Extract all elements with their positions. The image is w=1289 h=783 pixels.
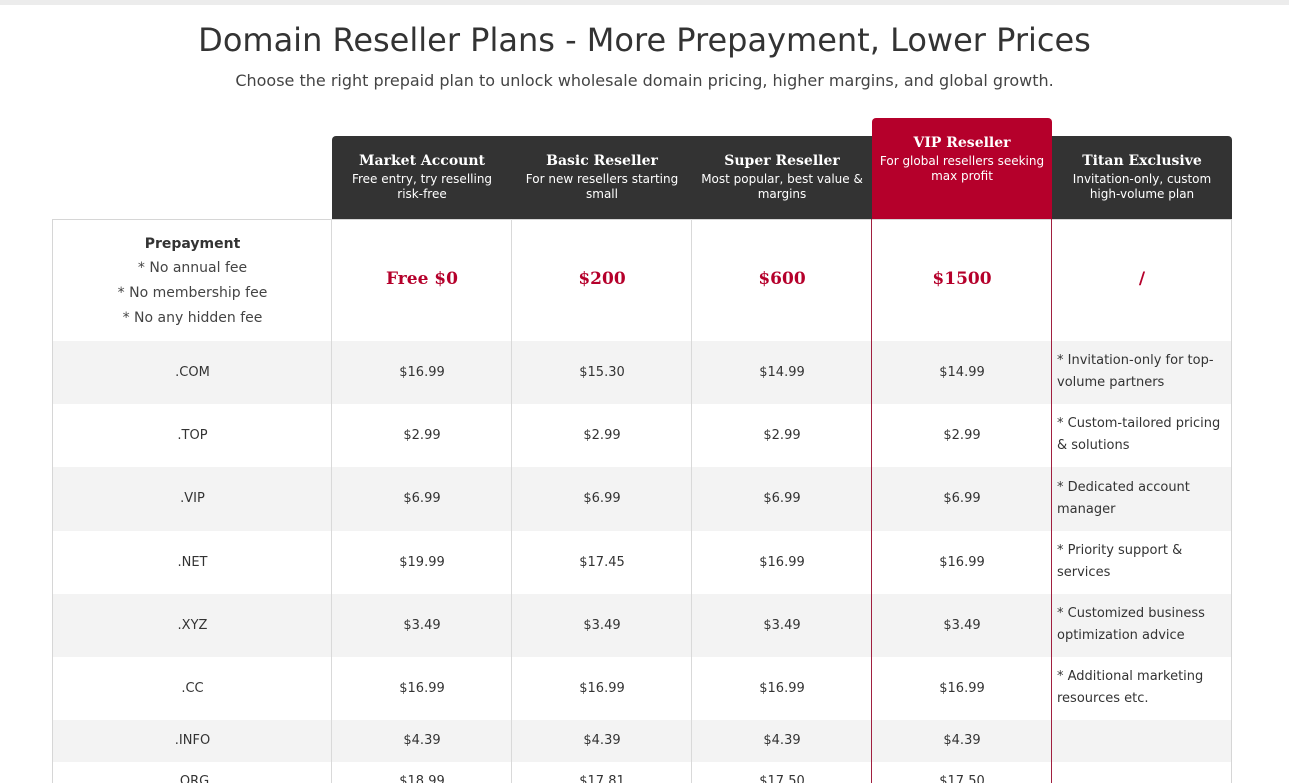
tld-price: $18.99: [399, 774, 445, 783]
tld-price: $6.99: [763, 491, 801, 506]
plan-price: /: [1138, 269, 1146, 289]
tld-price: $16.99: [759, 555, 805, 570]
tld-price: $3.49: [583, 618, 621, 633]
tld-price: $3.49: [943, 618, 981, 633]
tld-price: $3.49: [403, 618, 441, 633]
page-subtitle: Choose the right prepaid plan to unlock …: [235, 71, 1054, 90]
top-bar: [0, 0, 1289, 5]
tld-label: .ORG: [175, 774, 210, 783]
tld-price: $6.99: [403, 491, 441, 506]
tld-price: $19.99: [399, 555, 445, 570]
column-divider: [511, 219, 512, 783]
tld-label: .VIP: [180, 491, 205, 506]
tld-price: $17.81: [579, 774, 625, 783]
plan-name: Basic Reseller: [546, 153, 658, 169]
plan-price: $600: [758, 269, 806, 289]
tld-price: $16.99: [939, 681, 985, 696]
tld-price: $6.99: [583, 491, 621, 506]
column-divider: [331, 219, 332, 783]
tld-label: .TOP: [177, 428, 208, 443]
titan-feature-note: * Additional marketing resources etc.: [1057, 669, 1204, 706]
plan-description: Free entry, try reselling risk-free: [351, 172, 493, 201]
tld-price: $16.99: [399, 365, 445, 380]
tld-price: $4.39: [583, 733, 621, 748]
titan-feature-note: * Custom-tailored pricing & solutions: [1057, 416, 1221, 453]
table-row-shade: [53, 594, 1231, 657]
table-row-shade: [53, 467, 1231, 531]
plan-name: Titan Exclusive: [1082, 153, 1202, 169]
tld-price: $14.99: [939, 365, 985, 380]
tld-price: $16.99: [579, 681, 625, 696]
plan-description: For global resellers seeking max profit: [879, 154, 1045, 183]
prepayment-title: Prepayment: [144, 236, 241, 252]
plan-header-vip-reseller: VIP Reseller For global resellers seekin…: [872, 118, 1052, 219]
plan-price: $1500: [932, 269, 992, 289]
plan-name: Super Reseller: [724, 153, 840, 169]
titan-feature-note: * Invitation-only for top-volume partner…: [1057, 353, 1214, 390]
prepayment-note: * No membership fee: [117, 285, 268, 301]
tld-label: .COM: [175, 365, 210, 380]
tld-price: $2.99: [403, 428, 441, 443]
tld-price: $16.99: [759, 681, 805, 696]
tld-price: $16.99: [939, 555, 985, 570]
titan-feature-note: * Dedicated account manager: [1057, 480, 1190, 517]
titan-feature-note: * Priority support & services: [1057, 543, 1183, 580]
plan-description: For new resellers starting small: [525, 172, 679, 201]
tld-price: $14.99: [759, 365, 805, 380]
pricing-table: [52, 219, 1232, 783]
plan-description: Invitation-only, custom high-volume plan: [1072, 172, 1212, 201]
tld-price: $16.99: [399, 681, 445, 696]
plan-name: VIP Reseller: [913, 135, 1011, 151]
titan-feature-note: * Customized business optimization advic…: [1057, 606, 1205, 643]
tld-label: .INFO: [174, 733, 211, 748]
tld-price: $17.50: [939, 774, 985, 783]
plan-price: $200: [578, 269, 626, 289]
tld-price: $2.99: [763, 428, 801, 443]
table-row-shade: [53, 341, 1231, 404]
plan-header-market-account: Market Account Free entry, try reselling…: [332, 136, 512, 219]
tld-price: $2.99: [943, 428, 981, 443]
plan-description: Most popular, best value & margins: [701, 172, 863, 201]
plan-header-titan-exclusive: Titan Exclusive Invitation-only, custom …: [1052, 136, 1232, 219]
page-title: Domain Reseller Plans - More Prepayment,…: [198, 21, 1091, 59]
table-row-shade: [53, 720, 1231, 762]
plan-price: Free $0: [386, 269, 458, 289]
prepayment-note: * No any hidden fee: [122, 310, 263, 326]
vip-column-border-right: [1051, 219, 1052, 783]
tld-label: .XYZ: [177, 618, 208, 633]
tld-price: $17.50: [759, 774, 805, 783]
tld-price: $4.39: [403, 733, 441, 748]
tld-price: $3.49: [763, 618, 801, 633]
plan-name: Market Account: [359, 153, 485, 169]
tld-price: $6.99: [943, 491, 981, 506]
prepayment-note: * No annual fee: [137, 260, 248, 276]
tld-price: $15.30: [579, 365, 625, 380]
vip-column-border-left: [871, 219, 872, 783]
tld-price: $2.99: [583, 428, 621, 443]
tld-label: .CC: [181, 681, 204, 696]
tld-label: .NET: [177, 555, 208, 570]
plan-header-super-reseller: Super Reseller Most popular, best value …: [692, 136, 872, 219]
tld-price: $4.39: [763, 733, 801, 748]
plan-header-basic-reseller: Basic Reseller For new resellers startin…: [512, 136, 692, 219]
column-divider: [691, 219, 692, 783]
tld-price: $17.45: [579, 555, 625, 570]
tld-price: $4.39: [943, 733, 981, 748]
prepayment-label-cell: Prepayment * No annual fee * No membersh…: [53, 220, 332, 341]
